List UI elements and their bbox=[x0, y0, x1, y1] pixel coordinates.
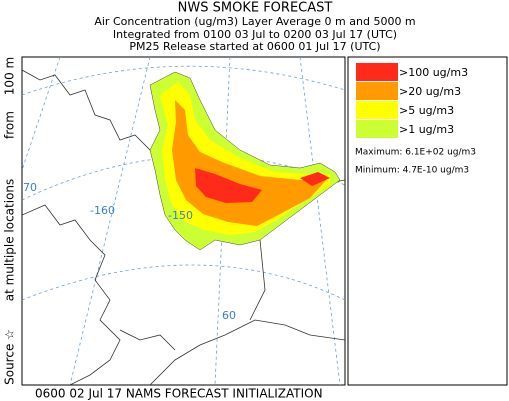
coastline bbox=[149, 319, 345, 385]
legend-swatch bbox=[356, 101, 398, 119]
legend-swatch bbox=[356, 63, 398, 81]
plume-level-4 bbox=[195, 168, 330, 203]
side-label-part: at multiple locations bbox=[3, 179, 17, 302]
legend-label: >1 ug/m3 bbox=[399, 123, 454, 136]
subtitle: Integrated from 0100 03 Jul to 0200 03 J… bbox=[113, 28, 397, 41]
legend-minimum: Minimum: 4.7E-10 ug/m3 bbox=[355, 166, 469, 176]
legend-maximum: Maximum: 6.1E+02 ug/m3 bbox=[355, 148, 476, 158]
map-label: 60 bbox=[222, 309, 236, 322]
legend-label: >20 ug/m3 bbox=[399, 85, 461, 98]
side-label-part: Source ☆ bbox=[3, 329, 17, 385]
legend-label: >5 ug/m3 bbox=[399, 104, 454, 117]
map-label: -150 bbox=[168, 209, 193, 222]
legend-swatch bbox=[356, 120, 398, 138]
coastline bbox=[22, 204, 121, 385]
title: NWS SMOKE FORECAST bbox=[178, 1, 333, 16]
coastline bbox=[119, 239, 266, 351]
footer: 0600 02 Jul 17 NAMS FORECAST INITIALIZAT… bbox=[35, 387, 323, 401]
map-label: -170 bbox=[12, 181, 37, 194]
legend: Maximum: 6.1E+02 ug/m3 Minimum: 4.7E-10 … bbox=[347, 56, 508, 386]
side-label: Source ☆ at multiple locations from 100 … bbox=[3, 57, 17, 385]
side-label-part: 100 m bbox=[3, 57, 17, 95]
graticule bbox=[22, 57, 341, 385]
side-label-part: from bbox=[3, 111, 17, 139]
legend-swatch bbox=[356, 82, 398, 100]
legend-label: >100 ug/m3 bbox=[399, 66, 468, 79]
subtitle: Air Concentration (ug/m3) Layer Average … bbox=[94, 15, 415, 28]
subtitle: PM25 Release started at 0600 01 Jul 17 (… bbox=[129, 40, 380, 53]
map: -170 -160 -150 60 bbox=[12, 56, 346, 386]
map-label: -160 bbox=[90, 204, 115, 217]
